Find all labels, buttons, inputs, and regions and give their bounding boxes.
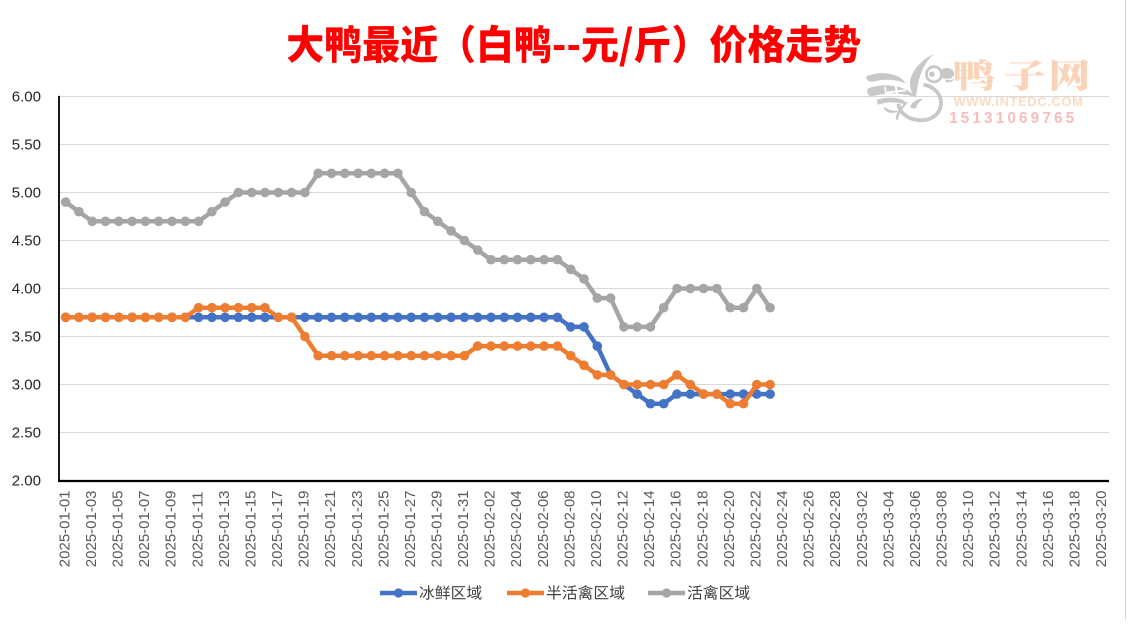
svg-text:2025-02-02: 2025-02-02	[482, 490, 499, 567]
svg-text:2025-01-09: 2025-01-09	[163, 490, 180, 567]
svg-text:2025-03-18: 2025-03-18	[1067, 490, 1084, 567]
svg-text:5.00: 5.00	[12, 185, 41, 202]
svg-text:15131069765: 15131069765	[949, 110, 1077, 127]
svg-text:2025-03-02: 2025-03-02	[854, 490, 871, 567]
svg-text:2025-01-03: 2025-01-03	[83, 490, 100, 567]
svg-text:4.50: 4.50	[12, 233, 41, 250]
svg-text:2025-02-16: 2025-02-16	[668, 490, 685, 567]
svg-text:2025-01-15: 2025-01-15	[242, 490, 259, 567]
svg-text:2.00: 2.00	[12, 473, 41, 490]
svg-text:2025-03-06: 2025-03-06	[907, 490, 924, 567]
svg-text:2025-02-24: 2025-02-24	[774, 490, 791, 567]
svg-text:2025-01-19: 2025-01-19	[296, 490, 313, 567]
svg-text:2025-01-11: 2025-01-11	[189, 492, 206, 568]
svg-text:2025-01-23: 2025-01-23	[349, 490, 366, 567]
svg-text:2025-02-18: 2025-02-18	[694, 490, 711, 567]
svg-text:2.50: 2.50	[12, 425, 41, 442]
svg-text:WWW.INTEDC.COM: WWW.INTEDC.COM	[954, 94, 1084, 109]
svg-text:2025-02-28: 2025-02-28	[827, 490, 844, 567]
svg-text:3.50: 3.50	[12, 329, 41, 346]
svg-text:2025-01-07: 2025-01-07	[136, 490, 153, 567]
svg-text:2025-02-06: 2025-02-06	[535, 490, 552, 567]
svg-text:2025-01-25: 2025-01-25	[375, 490, 392, 567]
svg-text:2025-02-26: 2025-02-26	[801, 490, 818, 567]
svg-text:2025-01-31: 2025-01-31	[455, 490, 472, 567]
svg-text:2025-01-27: 2025-01-27	[402, 490, 419, 567]
svg-text:2025-02-20: 2025-02-20	[721, 490, 738, 567]
svg-text:2025-01-13: 2025-01-13	[216, 490, 233, 567]
svg-text:2025-01-21: 2025-01-21	[322, 490, 339, 567]
svg-text:2025-01-05: 2025-01-05	[110, 490, 127, 567]
svg-text:2025-01-17: 2025-01-17	[269, 490, 286, 567]
svg-text:4.00: 4.00	[12, 281, 41, 298]
svg-text:2025-03-20: 2025-03-20	[1093, 490, 1110, 567]
svg-text:2025-02-12: 2025-02-12	[615, 490, 632, 567]
svg-text:2025-03-08: 2025-03-08	[934, 490, 951, 567]
svg-text:2025-03-12: 2025-03-12	[987, 490, 1004, 567]
svg-text:2025-02-14: 2025-02-14	[641, 490, 658, 567]
svg-text:6.00: 6.00	[12, 89, 41, 106]
svg-text:2025-01-01: 2025-01-01	[56, 490, 73, 567]
svg-text:3.00: 3.00	[12, 377, 41, 394]
svg-text:2025-03-14: 2025-03-14	[1013, 490, 1030, 567]
svg-text:2025-01-29: 2025-01-29	[429, 490, 446, 567]
svg-text:2025-02-10: 2025-02-10	[588, 490, 605, 567]
svg-text:2025-03-04: 2025-03-04	[880, 490, 897, 567]
svg-text:2025-02-04: 2025-02-04	[508, 490, 525, 567]
svg-text:2025-02-08: 2025-02-08	[561, 490, 578, 567]
svg-text:5.50: 5.50	[12, 137, 41, 154]
svg-text:2025-02-22: 2025-02-22	[748, 490, 765, 567]
svg-text:2025-03-10: 2025-03-10	[960, 490, 977, 567]
svg-text:2025-03-16: 2025-03-16	[1040, 490, 1057, 567]
